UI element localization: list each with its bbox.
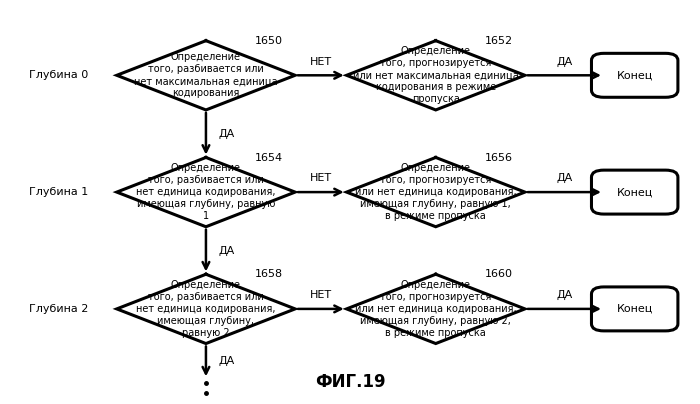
Text: Конец: Конец (617, 187, 653, 197)
Text: 1654: 1654 (255, 153, 283, 163)
Polygon shape (117, 158, 295, 227)
Text: Конец: Конец (617, 304, 653, 314)
Text: НЕТ: НЕТ (310, 290, 332, 300)
Text: Глубина 0: Глубина 0 (29, 70, 88, 80)
Text: Глубина 2: Глубина 2 (29, 304, 88, 314)
FancyBboxPatch shape (592, 170, 678, 214)
Text: Определение
того, разбивается или
нет единица кодирования,
имеющая глубину,
равн: Определение того, разбивается или нет ед… (136, 280, 276, 338)
Text: ДА: ДА (218, 129, 235, 139)
Text: Определение
того, разбивается или
нет максимальная единица
кодирования: Определение того, разбивается или нет ма… (134, 52, 278, 98)
Text: ДА: ДА (218, 356, 235, 366)
FancyBboxPatch shape (592, 287, 678, 331)
Text: Определение
того, прогнозируется
или нет единица кодирования,
имеющая глубину, р: Определение того, прогнозируется или нет… (355, 163, 517, 221)
Text: НЕТ: НЕТ (310, 173, 332, 183)
Text: 1658: 1658 (255, 269, 283, 280)
Text: Конец: Конец (617, 70, 653, 80)
Polygon shape (346, 274, 525, 343)
Text: 1652: 1652 (485, 36, 513, 46)
Polygon shape (117, 274, 295, 343)
Text: ДА: ДА (218, 246, 235, 255)
Text: ДА: ДА (556, 173, 573, 183)
Text: 1660: 1660 (485, 269, 513, 280)
Polygon shape (346, 158, 525, 227)
Text: ДА: ДА (556, 57, 573, 67)
FancyBboxPatch shape (592, 53, 678, 97)
Text: Глубина 1: Глубина 1 (29, 187, 88, 197)
Polygon shape (117, 41, 295, 110)
Text: 1656: 1656 (485, 153, 513, 163)
Text: ДА: ДА (556, 290, 573, 300)
Text: 1650: 1650 (255, 36, 283, 46)
Text: Определение
того, разбивается или
нет единица кодирования,
имеющая глубину, равн: Определение того, разбивается или нет ед… (136, 163, 276, 221)
Text: Определение
того, прогнозируется
или нет единица кодирования,
имеющая глубину, р: Определение того, прогнозируется или нет… (355, 280, 517, 338)
Text: Определение
того, прогнозируется
или нет максимальная единица
кодирования в режи: Определение того, прогнозируется или нет… (353, 46, 519, 104)
Text: ФИГ.19: ФИГ.19 (315, 373, 385, 391)
Text: НЕТ: НЕТ (310, 57, 332, 67)
Polygon shape (346, 41, 525, 110)
